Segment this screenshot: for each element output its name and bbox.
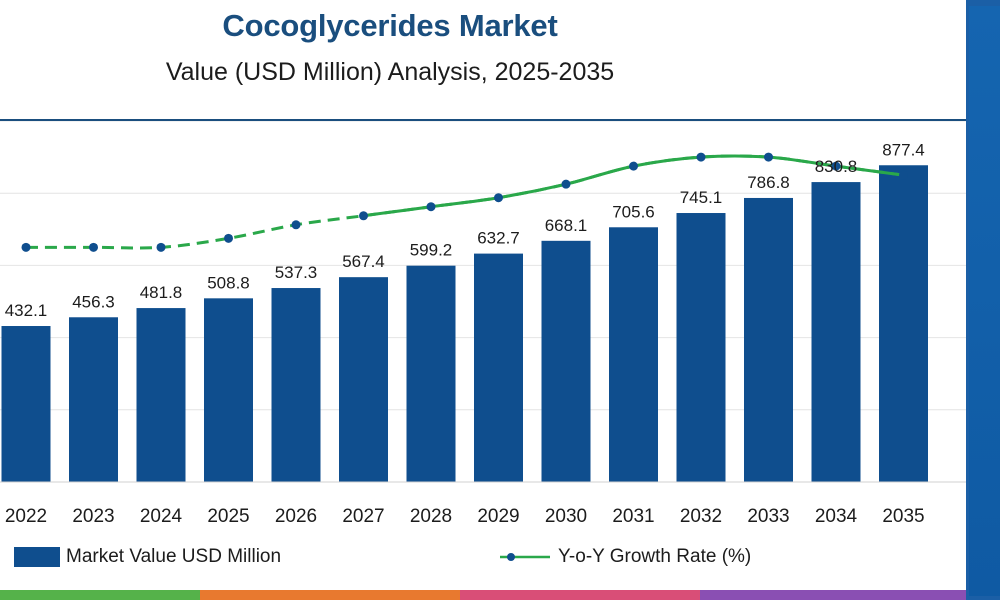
x-tick-label: 2034 <box>815 506 858 527</box>
x-tick-label: 2035 <box>882 506 924 527</box>
bar-value-label: 632.7 <box>477 229 520 248</box>
x-tick-label: 2022 <box>5 506 47 527</box>
growth-marker <box>156 242 166 252</box>
bar <box>1 326 51 482</box>
bar <box>406 265 456 482</box>
bar-value-label: 537.3 <box>275 263 318 282</box>
x-tick-label: 2026 <box>275 506 317 527</box>
bar-line-chart: 432.1 456.3 481.8 508.8 537.3 567.4 599.2 632.7… <box>0 121 966 527</box>
x-tick-label: 2028 <box>410 506 452 527</box>
chart-subtitle: Value (USD Million) Analysis, 2025-2035 <box>165 58 615 86</box>
x-tick-label: 2029 <box>477 506 519 527</box>
growth-marker <box>494 193 503 203</box>
growth-marker <box>291 220 301 230</box>
growth-marker <box>561 179 571 189</box>
bar-value-label: 599.2 <box>410 241 453 260</box>
bar-value-label: 668.1 <box>545 216 588 235</box>
growth-marker <box>89 242 98 252</box>
legend-line: Y-o-Y Growth Rate (%) <box>498 540 751 574</box>
growth-marker <box>21 242 31 252</box>
bar <box>676 213 726 482</box>
bar <box>744 197 793 482</box>
x-tick-label: 2033 <box>747 506 789 527</box>
growth-marker <box>426 202 436 212</box>
bar-value-label: 508.8 <box>207 273 250 292</box>
bar <box>879 165 928 482</box>
bar-value-label: 456.3 <box>72 292 115 311</box>
bar <box>136 308 186 482</box>
x-tick-label: 2030 <box>545 506 587 527</box>
chart-title: Cocoglycerides Market <box>222 8 558 43</box>
side-panel <box>966 0 1000 600</box>
title-divider <box>0 119 966 121</box>
legend-bar-label: Market Value USD Million <box>66 546 282 567</box>
bar <box>69 317 118 482</box>
growth-marker <box>629 161 638 171</box>
legend-bar: Market Value USD Million <box>14 540 281 574</box>
bar <box>541 240 591 482</box>
bar <box>811 182 861 482</box>
x-tick-label: 2025 <box>207 506 249 527</box>
bar-value-label: 786.8 <box>747 173 790 192</box>
growth-marker <box>831 161 841 171</box>
growth-marker <box>359 211 368 221</box>
legend-bar-swatch <box>14 547 60 567</box>
growth-marker <box>224 233 233 243</box>
bar-value-label: 567.4 <box>342 252 385 271</box>
bar-value-label: 877.4 <box>882 140 925 159</box>
growth-marker <box>764 152 773 162</box>
legend-line-label: Y-o-Y Growth Rate (%) <box>558 546 752 567</box>
bar-value-label: 830.8 <box>815 157 858 176</box>
growth-marker <box>899 170 908 180</box>
bar-value-label: 705.6 <box>612 202 655 221</box>
bar <box>271 288 321 482</box>
x-tick-label: 2027 <box>342 506 384 527</box>
x-tick-label: 2031 <box>612 506 654 527</box>
bar <box>609 227 658 482</box>
bar-value-label: 745.1 <box>680 188 723 207</box>
bar <box>204 298 253 482</box>
bar-value-label: 481.8 <box>140 283 183 302</box>
bar <box>474 253 523 482</box>
x-tick-label: 2023 <box>72 506 114 527</box>
x-tick-label: 2024 <box>140 506 183 527</box>
growth-marker <box>696 152 706 162</box>
footer-color-strip <box>0 590 966 600</box>
x-tick-label: 2032 <box>680 506 722 527</box>
bar <box>339 277 388 482</box>
legend-line-swatch <box>500 553 550 561</box>
bar-value-label: 432.1 <box>5 301 48 320</box>
